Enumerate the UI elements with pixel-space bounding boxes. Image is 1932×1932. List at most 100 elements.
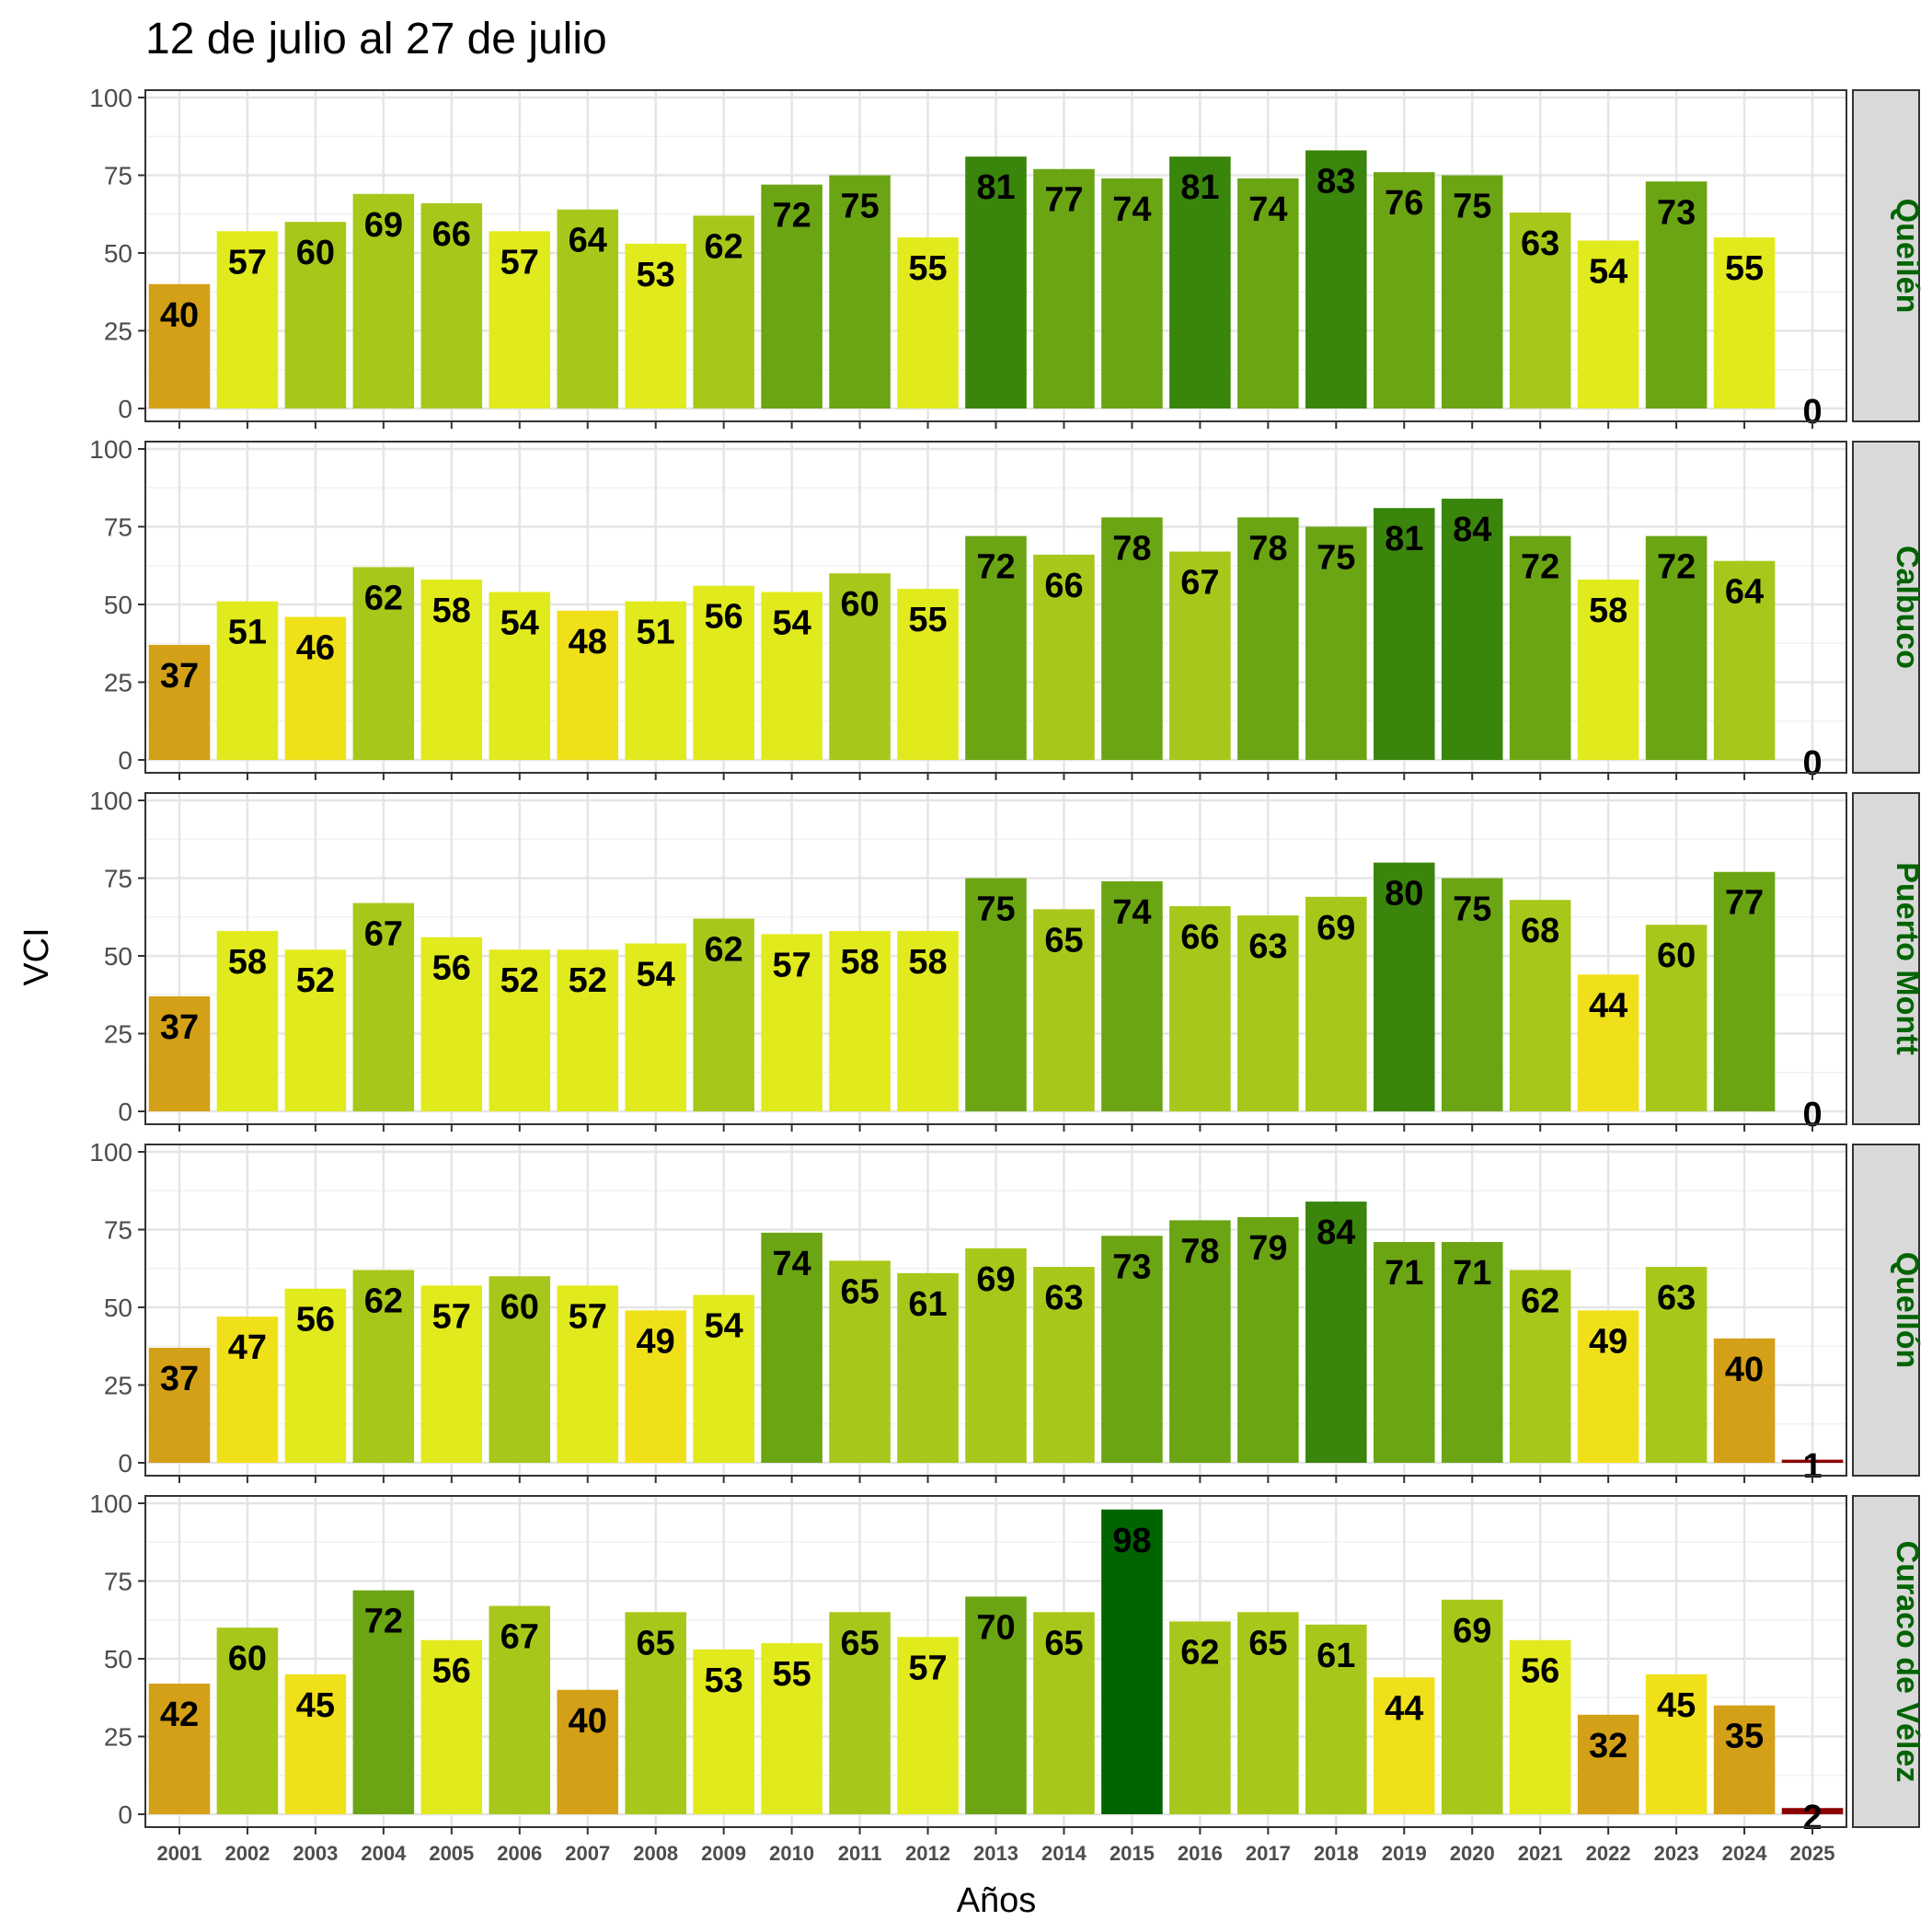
- bar-2023: [1645, 535, 1708, 760]
- x-tick-label-2003: 2003: [293, 1842, 338, 1865]
- bar-2015: [1101, 517, 1163, 760]
- bar-2017: [1237, 517, 1299, 760]
- bar-2018: [1305, 150, 1367, 408]
- bar-label-2024: 40: [1725, 1351, 1764, 1389]
- y-tick-label: 50: [104, 239, 132, 268]
- bar-2006: [489, 1605, 551, 1814]
- bar-label-2017: 79: [1248, 1229, 1287, 1268]
- bar-label-2015: 74: [1112, 893, 1151, 932]
- bar-label-2007: 52: [569, 961, 607, 1000]
- bar-label-2017: 78: [1248, 529, 1287, 568]
- facet-strip: [1852, 792, 1920, 1125]
- bar-2003: [284, 616, 347, 760]
- bar-label-2023: 45: [1657, 1686, 1696, 1725]
- bar-label-2007: 40: [569, 1702, 607, 1741]
- bar-label-2015: 73: [1112, 1248, 1151, 1286]
- bar-label-2015: 74: [1112, 190, 1151, 229]
- bar-label-2016: 81: [1180, 168, 1219, 207]
- bar-label-2021: 56: [1521, 1652, 1559, 1691]
- facet-strip-label: Queilén: [1890, 199, 1925, 314]
- bar-2009: [693, 215, 754, 408]
- bar-2023: [1645, 1673, 1708, 1814]
- x-tick-label-2005: 2005: [429, 1842, 474, 1865]
- y-tick-label: 25: [104, 1020, 132, 1049]
- x-tick-label-2016: 2016: [1178, 1842, 1223, 1865]
- y-tick-label: 75: [104, 1568, 132, 1596]
- bar-label-2010: 74: [772, 1245, 811, 1283]
- x-tick-label-2011: 2011: [838, 1842, 882, 1865]
- x-tick-label-2014: 2014: [1041, 1842, 1087, 1865]
- bar-2010: [761, 1232, 822, 1463]
- bar-label-2018: 83: [1317, 162, 1355, 201]
- y-tick-label: 0: [118, 746, 132, 775]
- bar-label-2005: 58: [432, 592, 471, 630]
- bar-label-2020: 75: [1453, 188, 1491, 226]
- y-tick-label: 0: [118, 1800, 132, 1829]
- bar-2015: [1101, 1236, 1163, 1463]
- bar-2018: [1305, 1202, 1367, 1463]
- bar-2009: [693, 585, 754, 760]
- bar-2019: [1373, 172, 1435, 408]
- bar-2011: [829, 1612, 891, 1814]
- bar-2020: [1441, 175, 1503, 408]
- bar-2001: [148, 995, 211, 1111]
- bar-2019: [1373, 1242, 1435, 1463]
- bar-label-2005: 57: [432, 1297, 471, 1336]
- bar-2010: [761, 184, 822, 408]
- bar-label-2006: 67: [500, 1618, 539, 1657]
- bar-2005: [420, 1285, 483, 1463]
- bar-2002: [216, 1317, 279, 1463]
- facet-panel-1: 40 57 60 69 66 57 64 53 62 72 75 55 81 77 74 81 74 83 76 75…: [89, 84, 1925, 431]
- bar-label-2019: 44: [1385, 1689, 1423, 1728]
- bar-2003: [284, 949, 347, 1111]
- bar-label-2023: 60: [1657, 937, 1696, 975]
- bar-2010: [761, 1643, 822, 1814]
- bar-2015: [1101, 880, 1163, 1111]
- bar-label-2001: 37: [160, 1008, 199, 1047]
- y-tick-label: 25: [104, 317, 132, 346]
- bar-label-2021: 72: [1521, 548, 1559, 587]
- x-tick-label-2001: 2001: [157, 1842, 202, 1865]
- y-tick-label: 75: [104, 162, 132, 190]
- bar-label-2017: 74: [1248, 190, 1287, 229]
- bar-2023: [1645, 181, 1708, 408]
- x-tick-label-2007: 2007: [565, 1842, 610, 1865]
- bar-label-2009: 62: [705, 930, 743, 969]
- bar-2002: [216, 231, 279, 408]
- bar-2019: [1373, 862, 1435, 1111]
- bar-label-2020: 75: [1453, 891, 1491, 929]
- bar-2015: [1101, 178, 1163, 408]
- bar-2025: [1781, 1808, 1844, 1814]
- facet-strip-label: Calbuco: [1890, 546, 1925, 669]
- bar-label-2003: 52: [296, 961, 335, 1000]
- bar-2008: [625, 601, 686, 760]
- bar-2005: [420, 937, 483, 1111]
- bar-2006: [489, 231, 551, 408]
- bar-2017: [1237, 1612, 1299, 1814]
- bar-2011: [829, 175, 891, 408]
- bar-label-2021: 68: [1521, 912, 1559, 950]
- x-tick-label-2010: 2010: [769, 1842, 814, 1865]
- bar-label-2004: 67: [364, 915, 403, 954]
- bar-label-2002: 51: [228, 614, 267, 652]
- bar-label-2019: 71: [1385, 1254, 1423, 1293]
- bar-label-2016: 62: [1180, 1633, 1219, 1672]
- bar-2001: [148, 1684, 211, 1814]
- bar-label-2022: 32: [1589, 1727, 1627, 1765]
- bar-2023: [1645, 1267, 1708, 1463]
- bar-2004: [352, 1270, 415, 1463]
- bar-2012: [897, 589, 959, 760]
- bar-label-2016: 67: [1180, 564, 1219, 603]
- bar-2020: [1441, 878, 1503, 1111]
- bar-2001: [148, 1347, 211, 1463]
- bar-2014: [1033, 168, 1095, 409]
- bar-label-2019: 80: [1385, 875, 1423, 914]
- x-axis-title: Años: [957, 1881, 1037, 1920]
- bar-2020: [1441, 1599, 1503, 1814]
- bar-label-2003: 45: [296, 1686, 335, 1725]
- x-tick-label-2019: 2019: [1382, 1842, 1427, 1865]
- bar-2007: [557, 610, 619, 760]
- bar-2007: [557, 949, 619, 1111]
- facet-panel-3: 37 58 52 67 56 52 52 54 62 57 58 58 75 65 74 66 63 69 80 75…: [89, 787, 1925, 1134]
- bar-2014: [1033, 554, 1095, 760]
